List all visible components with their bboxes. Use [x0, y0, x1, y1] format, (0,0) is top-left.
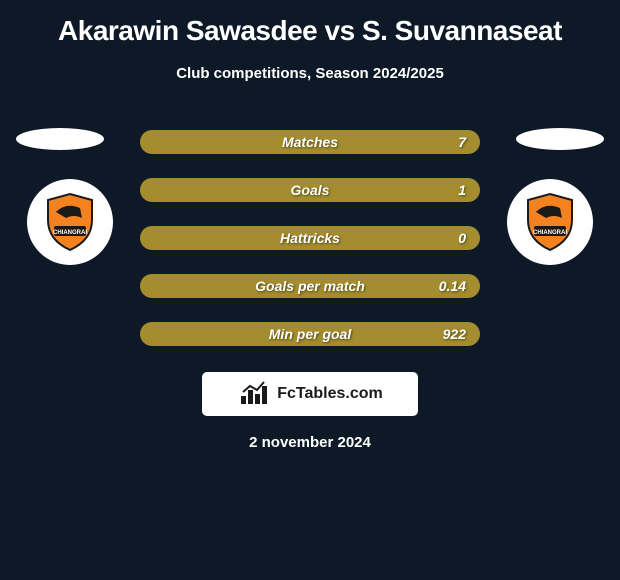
- attribution-box[interactable]: FcTables.com: [202, 372, 418, 416]
- stat-value: 0.14: [439, 278, 466, 294]
- page-title: Akarawin Sawasdee vs S. Suvannaseat: [58, 15, 562, 47]
- stat-label: Matches: [282, 134, 338, 150]
- stats-list: Matches 7 Goals 1 Hattricks 0 Goals per …: [0, 130, 620, 346]
- main-container: Akarawin Sawasdee vs S. Suvannaseat Club…: [0, 0, 620, 461]
- stat-row-goals: Goals 1: [140, 178, 480, 202]
- chart-icon: [237, 380, 273, 408]
- stat-value: 1: [458, 182, 466, 198]
- stat-row-gpm: Goals per match 0.14: [140, 274, 480, 298]
- stat-value: 922: [443, 326, 466, 342]
- stat-row-matches: Matches 7: [140, 130, 480, 154]
- stat-label: Goals per match: [255, 278, 365, 294]
- stat-value: 7: [458, 134, 466, 150]
- stat-row-mpg: Min per goal 922: [140, 322, 480, 346]
- stat-label: Hattricks: [280, 230, 340, 246]
- stat-label: Min per goal: [269, 326, 351, 342]
- stat-value: 0: [458, 230, 466, 246]
- stat-label: Goals: [291, 182, 330, 198]
- subtitle: Club competitions, Season 2024/2025: [176, 65, 444, 82]
- attribution-label: FcTables.com: [277, 385, 383, 403]
- stat-row-hattricks: Hattricks 0: [140, 226, 480, 250]
- footer-date: 2 november 2024: [249, 434, 371, 451]
